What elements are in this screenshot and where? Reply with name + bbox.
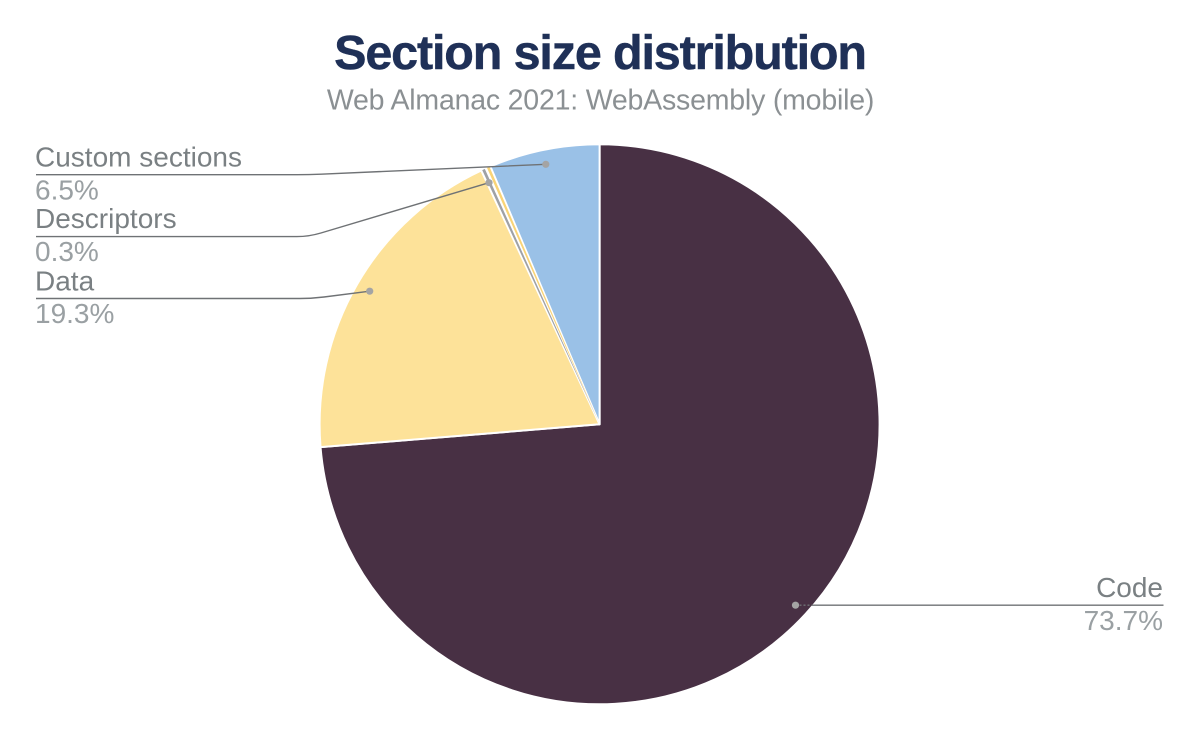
svg-text:73.7%: 73.7% [1084,605,1163,636]
svg-text:Custom sections: Custom sections [35,141,242,172]
svg-text:Code: Code [1096,572,1163,603]
svg-text:Descriptors: Descriptors [35,203,177,234]
svg-text:19.3%: 19.3% [35,298,114,329]
svg-text:Web Almanac 2021: WebAssembly: Web Almanac 2021: WebAssembly (mobile) [327,84,874,116]
svg-text:6.5%: 6.5% [35,174,99,205]
svg-text:Data: Data [35,265,95,296]
svg-text:0.3%: 0.3% [35,236,99,267]
svg-text:Section size distribution: Section size distribution [334,26,866,80]
